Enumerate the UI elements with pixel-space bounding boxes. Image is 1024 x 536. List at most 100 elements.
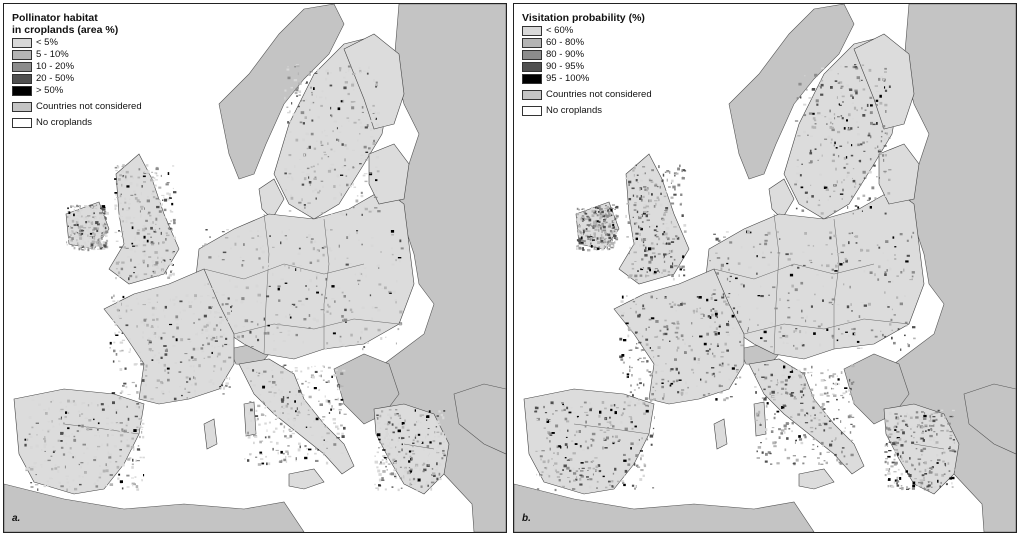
cropland-pixel [819,173,822,176]
cropland-pixel [645,338,649,341]
cropland-pixel [292,418,296,422]
cropland-pixel [79,207,80,210]
cropland-pixel [241,297,245,301]
cropland-pixel [96,479,99,482]
cropland-pixel [831,374,835,378]
cropland-pixel [615,407,619,409]
cropland-pixel [591,239,595,241]
cropland-pixel [181,394,183,397]
cropland-pixel [896,482,898,485]
cropland-pixel [843,283,845,286]
cropland-pixel [256,230,259,232]
cropland-pixel [142,331,144,334]
cropland-pixel [624,427,628,431]
cropland-pixel [934,473,939,476]
cropland-pixel [341,143,344,146]
cropland-pixel [606,246,608,250]
cropland-pixel [302,340,304,344]
cropland-pixel [236,335,241,339]
cropland-pixel [690,348,693,352]
cropland-pixel [626,373,630,376]
cropland-pixel [634,223,636,225]
cropland-pixel [793,397,797,400]
cropland-pixel [859,79,861,82]
cropland-pixel [342,343,345,347]
cropland-pixel [832,336,834,339]
legend-item-not-considered: Countries not considered [522,89,652,100]
cropland-pixel [845,331,848,333]
cropland-pixel [398,437,400,439]
cropland-pixel [607,443,611,447]
cropland-pixel [644,188,647,191]
cropland-pixel [68,435,71,438]
cropland-pixel [721,294,724,297]
cropland-pixel [838,103,840,106]
cropland-pixel [663,231,666,234]
cropland-pixel [784,448,787,452]
cropland-pixel [35,462,37,464]
cropland-pixel [401,475,404,479]
cropland-pixel [117,261,120,263]
cropland-pixel [132,245,136,247]
cropland-pixel [929,438,932,441]
cropland-pixel [587,245,590,247]
cropland-pixel [306,167,310,170]
cropland-pixel [591,432,596,436]
cropland-pixel [930,417,932,420]
cropland-pixel [911,444,913,447]
cropland-pixel [829,195,831,198]
cropland-pixel [869,111,873,114]
cropland-pixel [413,482,416,485]
cropland-pixel [585,413,587,417]
cropland-pixel [912,443,915,445]
cropland-pixel [258,423,261,426]
cropland-pixel [340,385,344,387]
cropland-pixel [443,435,447,439]
cropland-pixel [757,342,760,345]
cropland-pixel [684,342,687,345]
cropland-pixel [216,336,218,339]
cropland-pixel [663,253,667,256]
cropland-pixel [848,401,850,403]
cropland-pixel [101,408,105,411]
cropland-pixel [580,217,582,221]
cropland-pixel [870,329,874,332]
cropland-pixel [896,417,900,420]
cropland-pixel [353,206,355,209]
cropland-pixel [336,138,338,141]
cropland-pixel [84,243,87,245]
cropland-pixel [585,234,589,237]
cropland-pixel [685,381,687,385]
cropland-pixel [437,445,440,449]
cropland-pixel [640,268,644,271]
cropland-pixel [831,304,834,305]
cropland-pixel [789,371,794,373]
cropland-pixel [670,256,673,258]
cropland-pixel [593,247,595,249]
cropland-pixel [575,430,578,433]
cropland-pixel [380,251,382,253]
cropland-pixel [665,227,670,230]
cropland-pixel [852,381,855,384]
cropland-pixel [313,87,315,90]
cropland-pixel [677,183,681,187]
cropland-pixel [654,381,657,384]
cropland-pixel [208,334,210,338]
cropland-pixel [79,216,82,218]
cropland-pixel [667,380,670,383]
cropland-pixel [101,217,103,219]
cropland-pixel [378,463,383,465]
cropland-pixel [900,348,902,351]
cropland-pixel [92,222,96,224]
cropland-pixel [239,256,242,258]
cropland-pixel [794,396,796,398]
cropland-pixel [797,369,801,372]
cropland-pixel [104,226,107,230]
cropland-pixel [344,308,347,312]
cropland-pixel [279,407,282,410]
cropland-pixel [635,237,638,240]
cropland-pixel [590,245,593,248]
cropland-pixel [639,382,642,385]
cropland-pixel [280,241,282,245]
cropland-pixel [165,238,167,241]
